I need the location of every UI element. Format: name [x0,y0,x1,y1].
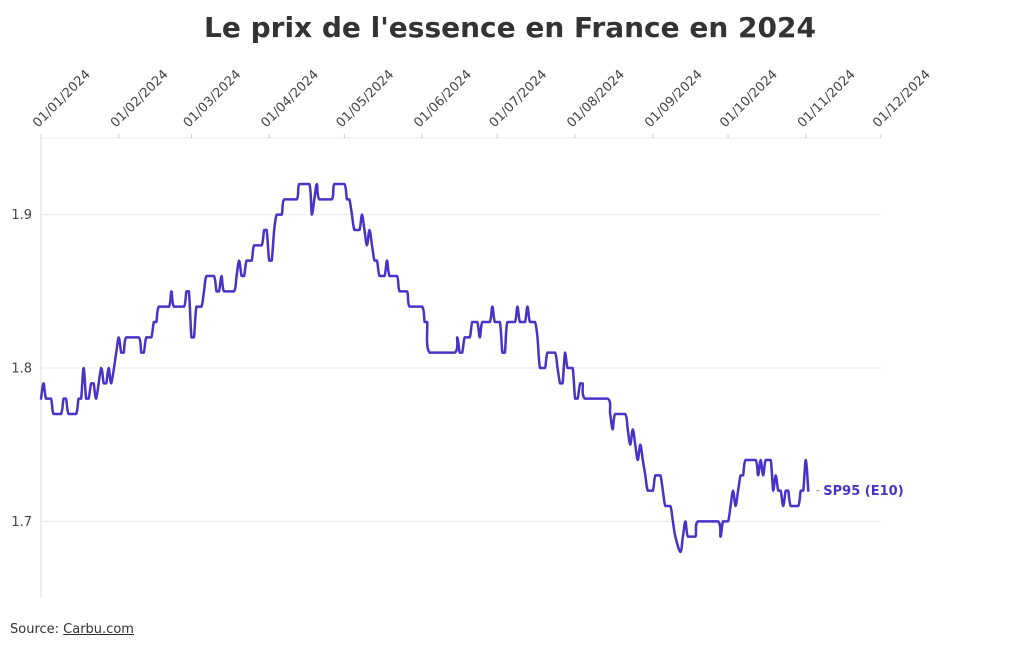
x-tick-label: 01/12/2024 [870,67,934,131]
x-tick-label: 01/08/2024 [564,67,628,131]
y-tick-label: 1.8 [11,362,32,377]
series-layer: SP95 (E10) [39,182,904,554]
x-tick-label: 01/03/2024 [181,67,245,131]
x-tick-label: 01/01/2024 [30,67,94,131]
grid [40,137,881,598]
x-tick-label: 01/09/2024 [642,67,706,131]
x-tick-label: 01/05/2024 [334,67,398,131]
x-tick-label: 01/04/2024 [258,67,322,131]
source-note: Source: Carbu.com [10,622,134,637]
x-tick-label: 01/11/2024 [795,67,859,131]
y-tick-label: 1.9 [11,208,32,223]
y-axis: 1.7 1.8 1.9 [11,208,32,530]
x-tick-label: 01/07/2024 [487,67,551,131]
x-tick-label: 01/10/2024 [717,67,781,131]
source-link[interactable]: Carbu.com [63,622,134,637]
x-tick-label: 01/02/2024 [108,67,172,131]
chart-title: Le prix de l'essence en France en 2024 [204,11,816,44]
y-tick-label: 1.7 [11,515,32,530]
series-line [39,182,810,554]
x-axis: 01/01/2024 01/02/2024 01/03/2024 01/04/2024… [30,67,934,138]
series-label: SP95 (E10) [823,484,903,499]
x-tick-label: 01/06/2024 [411,67,475,131]
source-prefix: Source: [10,622,60,637]
